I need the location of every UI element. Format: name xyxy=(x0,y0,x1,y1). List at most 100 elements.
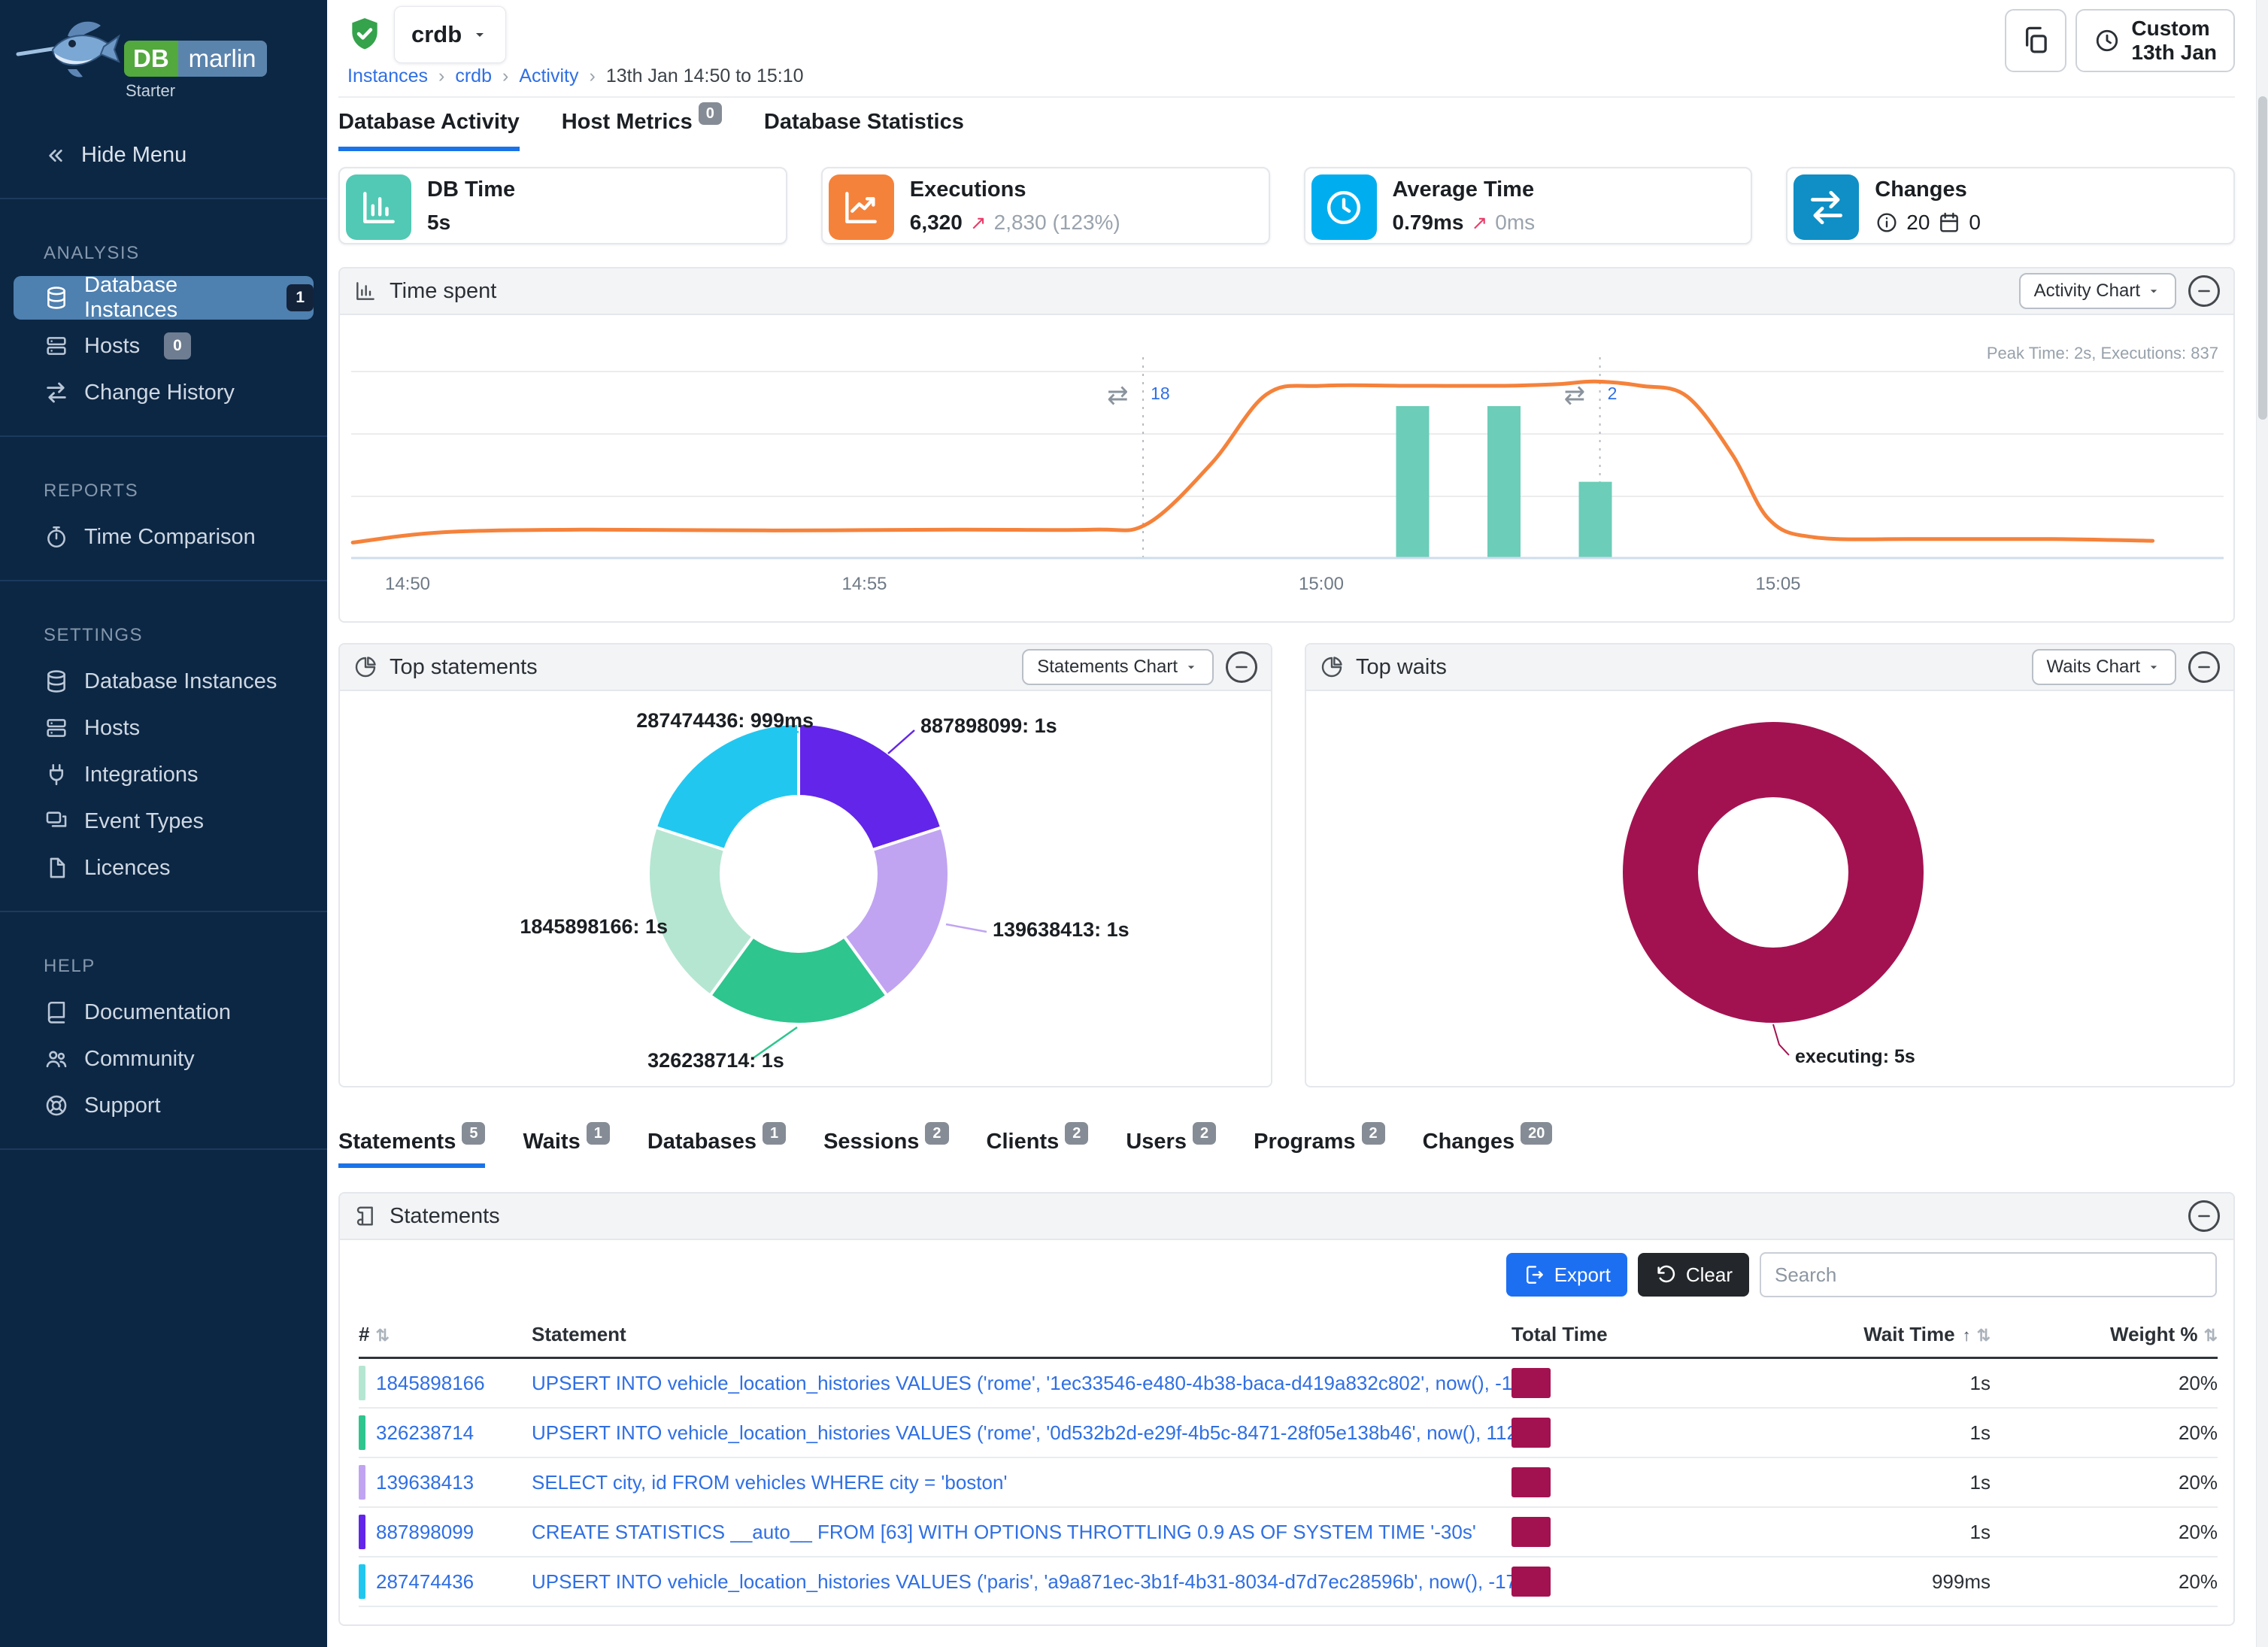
sidebar-sections: ANALYSIS Database Instances 1 Hosts 0 Change … xyxy=(0,199,327,1150)
sidebar-item-change-history[interactable]: Change History xyxy=(0,369,327,416)
detail-tab-waits[interactable]: Waits 1 xyxy=(523,1122,610,1168)
topbar: crdb Instances › crdb › Activity › 13th Jan 14… xyxy=(338,0,2235,98)
sidebar-item-licences[interactable]: Licences xyxy=(0,845,327,891)
sidebar-item-event-types[interactable]: Event Types xyxy=(0,798,327,845)
export-button[interactable]: Export xyxy=(1505,1253,1627,1297)
detail-tab-badge: 1 xyxy=(762,1122,787,1145)
section-title: SETTINGS xyxy=(44,625,144,645)
breadcrumb-item[interactable]: crdb xyxy=(455,65,492,86)
svg-text:⇄: ⇄ xyxy=(1107,381,1129,410)
waits-chart-selector[interactable]: Waits Chart xyxy=(2031,649,2176,685)
sidebar-item-community[interactable]: Community xyxy=(0,1036,327,1082)
section-title: HELP xyxy=(44,956,96,976)
collapse-top-statements-button[interactable] xyxy=(1226,651,1257,683)
metric-title: Changes xyxy=(1875,177,1967,202)
statement-text-link[interactable]: SELECT city, id FROM vehicles WHERE city… xyxy=(532,1470,1008,1494)
top-actions: Custom 13th Jan xyxy=(2005,9,2235,72)
sidebar-item-database-instances[interactable]: Database Instances xyxy=(0,658,327,705)
sidebar-item-hosts[interactable]: Hosts xyxy=(0,705,327,751)
clear-button[interactable]: Clear xyxy=(1637,1253,1749,1297)
detail-tab-clients[interactable]: Clients 2 xyxy=(987,1122,1089,1168)
activity-chart-selector[interactable]: Activity Chart xyxy=(2018,273,2176,309)
breadcrumb-item[interactable]: Instances xyxy=(347,65,429,86)
sidebar-item-label: Licences xyxy=(84,855,171,880)
support-icon xyxy=(44,1093,69,1118)
sidebar-item-label: Integrations xyxy=(84,762,199,787)
collapse-statements-table-button[interactable] xyxy=(2188,1200,2220,1232)
donut-slice-326238714[interactable] xyxy=(708,934,890,1026)
statement-id-link[interactable]: 887898099 xyxy=(376,1520,475,1543)
tab-host-metrics[interactable]: Host Metrics 0 xyxy=(562,102,722,151)
detail-tab-users[interactable]: Users 2 xyxy=(1126,1122,1217,1168)
event-icon xyxy=(44,808,69,834)
svg-text:14:50: 14:50 xyxy=(385,574,430,594)
count-badge: 0 xyxy=(164,332,191,359)
page-scrollbar[interactable] xyxy=(2256,0,2268,1647)
collapse-time-spent-button[interactable] xyxy=(2188,275,2220,307)
tab-database-activity[interactable]: Database Activity xyxy=(338,110,520,151)
column-header-[interactable]: # ⇅ xyxy=(359,1323,532,1346)
total-time-bar xyxy=(1511,1567,1551,1597)
metric-title: DB Time xyxy=(427,177,516,202)
collapse-top-waits-button[interactable] xyxy=(2188,651,2220,683)
metric-title: Average Time xyxy=(1392,177,1535,202)
column-header-weight[interactable]: Weight % ⇅ xyxy=(1991,1323,2218,1346)
column-label: Total Time xyxy=(1511,1323,1608,1345)
sidebar-item-integrations[interactable]: Integrations xyxy=(0,751,327,798)
column-header-wait-time[interactable]: Wait Time ↑ ⇅ xyxy=(1737,1323,1991,1346)
time-range-button[interactable]: Custom 13th Jan xyxy=(2075,9,2235,72)
statement-text-link[interactable]: CREATE STATISTICS __auto__ FROM [63] WIT… xyxy=(532,1520,1476,1543)
donut-label-326238714: 326238714: 1s xyxy=(647,1049,784,1072)
sidebar-item-support[interactable]: Support xyxy=(0,1082,327,1129)
page-scrollbar-thumb[interactable] xyxy=(2258,96,2267,420)
detail-tab-databases[interactable]: Databases 1 xyxy=(647,1122,787,1168)
sidebar-item-label: Community xyxy=(84,1046,195,1071)
total-time-bar xyxy=(1511,1467,1551,1497)
statement-id-link[interactable]: 1845898166 xyxy=(376,1371,485,1394)
detail-tab-sessions[interactable]: Sessions 2 xyxy=(823,1122,949,1168)
svg-text:14:55: 14:55 xyxy=(841,574,887,594)
metric-cards: DB Time 5s Executions 6,320 ↗ 2,830 (123%) Ave… xyxy=(338,167,2235,244)
hide-menu-button[interactable]: Hide Menu xyxy=(0,132,327,178)
sidebar-item-label: Hosts xyxy=(84,333,141,358)
breadcrumb-separator: › xyxy=(502,65,509,86)
sidebar-item-hosts[interactable]: Hosts 0 xyxy=(0,323,327,369)
donut-slice-887898099[interactable] xyxy=(797,721,944,852)
sidebar-item-database-instances[interactable]: Database Instances 1 xyxy=(14,273,314,322)
metric-value-row: 0.79ms ↗ 0ms xyxy=(1393,211,1536,235)
tab-database-statistics[interactable]: Database Statistics xyxy=(764,110,964,151)
hide-menu-label: Hide Menu xyxy=(81,143,187,167)
table-row: 139638413 SELECT city, id FROM vehicles W… xyxy=(359,1458,2218,1508)
statement-text-link[interactable]: UPSERT INTO vehicle_location_histories V… xyxy=(532,1371,1511,1394)
wait-time-value: 1s xyxy=(1969,1421,1991,1444)
detail-tab-programs[interactable]: Programs 2 xyxy=(1254,1122,1385,1168)
hide-menu-block: Hide Menu xyxy=(0,119,327,199)
donut-slice-executing[interactable] xyxy=(1623,722,1924,1023)
search-input[interactable] xyxy=(1760,1252,2217,1297)
statement-text-link[interactable]: UPSERT INTO vehicle_location_histories V… xyxy=(532,1570,1511,1593)
calendar-icon xyxy=(1937,211,1961,235)
statement-id-link[interactable]: 287474436 xyxy=(376,1570,475,1593)
detail-tab-changes[interactable]: Changes 20 xyxy=(1423,1122,1553,1168)
detail-tab-statements[interactable]: Statements 5 xyxy=(338,1122,486,1168)
copy-button[interactable] xyxy=(2005,9,2067,72)
sidebar-section-settings: SETTINGS Database Instances Hosts Integrati… xyxy=(0,581,327,912)
breadcrumb-item[interactable]: Activity xyxy=(519,65,579,86)
sidebar-item-label: Change History xyxy=(84,380,235,405)
pie-chart-icon xyxy=(1320,655,1344,679)
caret-down-icon xyxy=(1184,660,1199,675)
statement-text-link[interactable]: UPSERT INTO vehicle_location_histories V… xyxy=(532,1421,1511,1444)
statements-chart-selector[interactable]: Statements Chart xyxy=(1022,649,1214,685)
statement-id-link[interactable]: 139638413 xyxy=(376,1470,475,1494)
statement-id-link[interactable]: 326238714 xyxy=(376,1421,475,1444)
waits-chart-selector-label: Waits Chart xyxy=(2046,657,2140,677)
sidebar-item-time-comparison[interactable]: Time Comparison xyxy=(0,514,327,560)
donut-slice-287474436[interactable] xyxy=(653,721,800,852)
sidebar-item-documentation[interactable]: Documentation xyxy=(0,989,327,1036)
count-badge: 1 xyxy=(287,284,314,311)
donut-slice-1845898166[interactable] xyxy=(647,825,756,998)
column-label: Wait Time xyxy=(1863,1323,1955,1345)
instance-selector[interactable]: crdb xyxy=(394,6,507,63)
statement-id-cell: 887898099 xyxy=(359,1515,532,1549)
donut-slice-139638413[interactable] xyxy=(841,825,951,998)
